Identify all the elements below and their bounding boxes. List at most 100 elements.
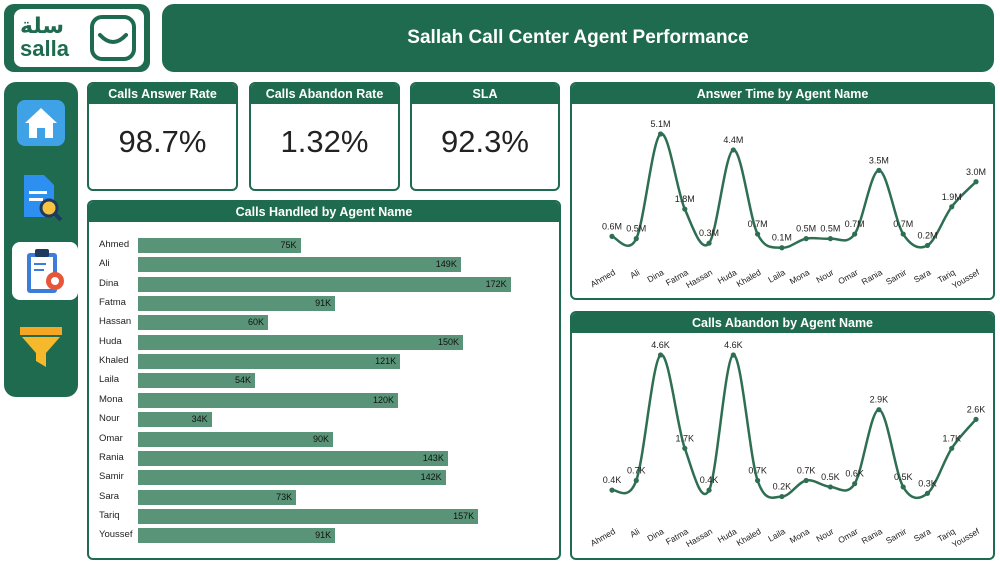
- x-tick-label: Laila: [766, 267, 787, 285]
- bar-value-label: 142K: [420, 472, 442, 483]
- data-point-khaled[interactable]: [755, 231, 761, 237]
- data-point-mona[interactable]: [803, 236, 809, 242]
- data-point-sara[interactable]: [924, 490, 931, 496]
- logo-latin-text: salla: [20, 36, 69, 61]
- bar-value-label: 91K: [315, 298, 332, 309]
- data-point-omar[interactable]: [852, 231, 858, 237]
- data-point-samir[interactable]: [900, 231, 906, 237]
- x-tick-label: Rania: [860, 526, 884, 546]
- bar-value-label: 120K: [372, 394, 394, 405]
- bar-value-label: 121K: [375, 356, 397, 367]
- data-point-dina[interactable]: [657, 352, 664, 358]
- x-tick-label: Ahmed: [589, 267, 618, 289]
- data-label: 4.6K: [724, 340, 743, 350]
- bar-row-huda: Huda 150K: [89, 334, 559, 350]
- bar-category-label: Mona: [99, 393, 123, 405]
- data-point-ahmed[interactable]: [609, 233, 615, 239]
- data-point-sara[interactable]: [924, 242, 931, 249]
- bar-sara[interactable]: 73K: [138, 489, 297, 505]
- bar-fatma[interactable]: 91K: [138, 296, 336, 312]
- data-point-fatma[interactable]: [682, 445, 688, 451]
- nav-home[interactable]: [14, 94, 68, 152]
- data-point-hassan[interactable]: [706, 240, 712, 246]
- data-point-tariq[interactable]: [949, 204, 955, 210]
- data-point-huda[interactable]: [730, 147, 736, 153]
- basket-smile-icon: [90, 15, 136, 61]
- data-label: 1.7K: [676, 433, 695, 443]
- bar-row-ahmed: Ahmed 75K: [89, 237, 559, 253]
- bar-value-label: 60K: [247, 317, 264, 328]
- bar-samir[interactable]: 142K: [138, 470, 446, 486]
- data-point-nour[interactable]: [827, 484, 833, 490]
- kpi-title: Calls Answer Rate: [89, 84, 236, 104]
- x-tick-label: Hassan: [684, 526, 714, 549]
- series-line: [611, 353, 977, 500]
- bar-laila[interactable]: 54K: [138, 373, 255, 389]
- x-tick-label: Ali: [628, 267, 641, 280]
- bar-dina[interactable]: 172K: [138, 276, 511, 292]
- data-point-mona[interactable]: [803, 477, 809, 484]
- bar-row-mona: Mona 120K: [89, 392, 559, 408]
- data-point-ali[interactable]: [633, 477, 639, 484]
- data-point-hassan[interactable]: [706, 487, 712, 493]
- data-label: 0.3M: [699, 228, 719, 238]
- data-point-youssef[interactable]: [973, 179, 979, 185]
- bar-category-label: Khaled: [99, 355, 129, 367]
- data-point-nour[interactable]: [827, 236, 833, 242]
- data-label: 0.2M: [917, 230, 937, 240]
- bar-nour[interactable]: 34K: [138, 412, 212, 428]
- data-point-rania[interactable]: [876, 407, 882, 413]
- nav-document-search[interactable]: [14, 168, 68, 226]
- data-point-rania[interactable]: [876, 167, 882, 173]
- data-point-laila[interactable]: [779, 245, 785, 251]
- data-point-laila[interactable]: [779, 493, 785, 500]
- calls-abandon-line-chart: 0.4KAhmed0.7KAli4.6KDina1.7KFatma0.4KHas…: [589, 340, 986, 550]
- bar-omar[interactable]: 90K: [138, 431, 333, 447]
- nav-agent-report[interactable]: [12, 242, 78, 300]
- data-point-youssef[interactable]: [973, 416, 979, 422]
- answer-time-line-chart: 0.6MAhmed0.5MAli5.1MDina1.8MFatma0.3MHas…: [589, 119, 986, 291]
- bar-huda[interactable]: 150K: [138, 334, 463, 350]
- bar-category-label: Ali: [99, 258, 110, 270]
- kpi-value: 92.3%: [441, 124, 529, 159]
- bar-category-label: Samir: [99, 471, 124, 483]
- bar-khaled[interactable]: 121K: [138, 354, 401, 370]
- data-label: 0.1M: [772, 233, 792, 243]
- bar-chart-area: Ahmed 75K Ali 149K Dina 172K Fatma 91K Hassan 60K…: [89, 222, 559, 552]
- data-point-huda[interactable]: [730, 352, 736, 358]
- bar-ahmed[interactable]: 75K: [138, 238, 301, 253]
- data-point-samir[interactable]: [900, 484, 906, 490]
- data-label: 2.9K: [870, 395, 889, 405]
- x-tick-label: Khaled: [735, 267, 763, 289]
- x-tick-label: Laila: [766, 526, 787, 544]
- data-point-ali[interactable]: [633, 236, 639, 242]
- bar-row-laila: Laila 54K: [89, 372, 559, 389]
- bar-row-khaled: Khaled 121K: [89, 353, 559, 370]
- data-point-khaled[interactable]: [755, 477, 761, 484]
- bar-ali[interactable]: 149K: [138, 257, 461, 273]
- bar-rania[interactable]: 143K: [138, 450, 448, 466]
- bar-row-nour: Nour 34K: [89, 411, 559, 428]
- bar-value-label: 90K: [312, 433, 329, 444]
- bar-hassan[interactable]: 60K: [138, 315, 268, 331]
- data-point-omar[interactable]: [852, 481, 858, 487]
- data-label: 1.7K: [942, 433, 961, 443]
- bar-category-label: Huda: [99, 335, 122, 347]
- document-search-icon: [24, 175, 63, 222]
- data-label: 0.5M: [820, 224, 840, 234]
- data-point-dina[interactable]: [657, 131, 664, 137]
- bar-tariq[interactable]: 157K: [138, 508, 479, 524]
- bar-youssef[interactable]: 91K: [138, 528, 336, 544]
- data-point-ahmed[interactable]: [609, 487, 615, 493]
- data-label: 0.6K: [845, 469, 864, 479]
- data-label: 4.4M: [723, 135, 743, 145]
- bar-row-tariq: Tariq 157K: [89, 508, 559, 524]
- data-point-fatma[interactable]: [682, 206, 688, 212]
- nav-filter[interactable]: [14, 318, 68, 376]
- bar-row-sara: Sara 73K: [89, 489, 559, 505]
- bar-mona[interactable]: 120K: [138, 392, 398, 408]
- bar-category-label: Dina: [99, 277, 119, 289]
- bar-value-label: 172K: [485, 278, 507, 289]
- data-point-tariq[interactable]: [949, 445, 955, 451]
- bar-value-label: 34K: [191, 414, 208, 425]
